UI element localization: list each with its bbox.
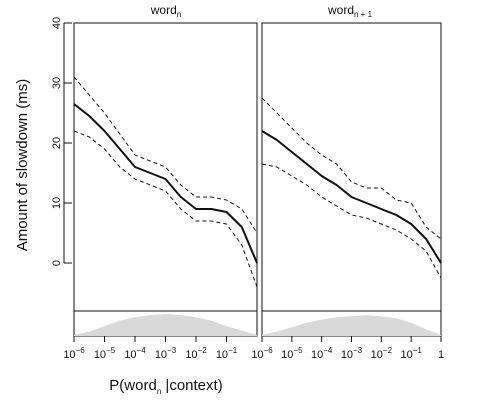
x-tick-label: 10−3 [155,346,177,361]
x-axis-label: P(wordn |context) [109,377,222,396]
series-line-ci [261,163,442,279]
x-tick-label: 10−4 [311,346,333,361]
panel-title-word-n1: wordn + 1 [327,3,373,19]
y-tick-label: 0 [51,260,63,266]
y-tick-label: 40 [51,17,63,29]
series-line-ci [73,130,258,288]
density-area [74,314,257,336]
panel-word-n: 10−6 10−5 10−4 10−3 10−2 10−1 [63,22,258,361]
x-tick-label: 10−1 [216,346,238,361]
x-tick-label: 10−6 [251,346,273,361]
series-line-estimate [73,103,258,264]
x-tick-label: 10−2 [371,346,393,361]
x-tick-label: 10−5 [281,346,303,361]
panel-word-n1: 10−6 10−5 10−4 10−3 10−2 10−1 1 [251,22,444,361]
x-tick-label: 10−4 [124,346,146,361]
y-tick-label: 10 [51,197,63,209]
y-tick-label: 30 [51,77,63,89]
x-tick-label: 10−1 [400,346,422,361]
series-line-ci [73,76,258,234]
x-tick-label: 10−5 [94,346,116,361]
series-line-estimate [261,130,442,264]
density-area [262,315,441,336]
series-line-ci [261,97,442,240]
panel-title-word-n: wordn [150,3,181,19]
x-tick-label: 10−3 [341,346,363,361]
x-tick-label: 1 [438,349,444,361]
y-axis-label: Amount of slowdown (ms) [14,79,31,252]
panel-frame [261,22,442,337]
y-axis: 0 10 20 30 40 [51,17,72,266]
y-tick-label: 20 [51,137,63,149]
x-tick-label: 10−6 [63,346,85,361]
x-tick-label: 10−2 [185,346,207,361]
